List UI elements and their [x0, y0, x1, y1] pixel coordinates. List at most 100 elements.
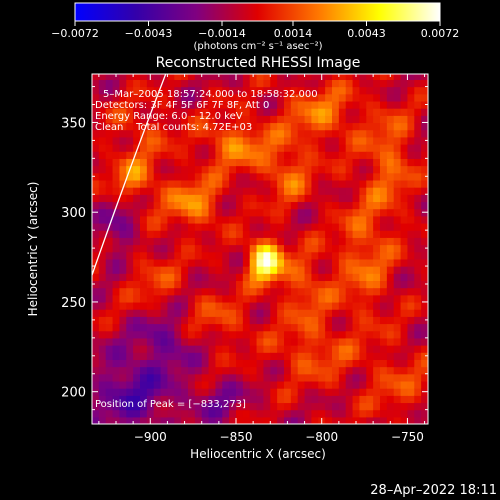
heatmap-cell [112, 323, 121, 332]
heatmap-cell [414, 179, 422, 188]
heatmap-cell [256, 345, 265, 353]
heatmap-cell [345, 416, 354, 424]
heatmap-cell [311, 337, 319, 346]
heatmap-cell [290, 79, 299, 88]
heatmap-cell [270, 136, 278, 145]
heatmap-cell [98, 352, 107, 360]
heatmap-cell [338, 151, 347, 159]
heatmap-cell [256, 194, 265, 203]
heatmap-cell [380, 172, 388, 181]
heatmap-cell [160, 330, 169, 339]
heatmap-cell [311, 144, 319, 152]
heatmap-cell [146, 151, 155, 159]
heatmap-cell [345, 301, 354, 310]
heatmap-cell [256, 93, 265, 102]
heatmap-cell [338, 388, 347, 396]
heatmap-cell [284, 108, 292, 116]
heatmap-cell [174, 316, 182, 325]
heatmap-cell [174, 337, 182, 346]
heatmap-cell [98, 266, 107, 274]
heatmap-cell [277, 93, 285, 102]
heatmap-cell [359, 115, 367, 124]
heatmap-cell [181, 309, 189, 317]
heatmap-cell [332, 158, 340, 167]
heatmap-cell [352, 144, 361, 152]
heatmap-cell [140, 172, 148, 181]
heatmap-cell [105, 158, 114, 167]
heatmap-cell [256, 74, 265, 80]
heatmap-cell [160, 108, 169, 116]
heatmap-cell [160, 86, 169, 95]
heatmap-cell [386, 323, 395, 332]
heatmap-cell [284, 388, 292, 396]
heatmap-cell [133, 208, 141, 217]
heatmap-cell [208, 172, 217, 181]
heatmap-cell [380, 337, 388, 346]
heatmap-cell [414, 108, 422, 116]
heatmap-cell [256, 287, 265, 296]
heatmap-cell [126, 373, 134, 382]
heatmap-cell [92, 287, 100, 296]
heatmap-cell [249, 380, 258, 389]
heatmap-cell [421, 316, 428, 325]
heatmap-cell [338, 115, 347, 124]
heatmap-cell [167, 316, 175, 325]
heatmap-cell [92, 115, 100, 124]
heatmap-cell [393, 115, 402, 124]
heatmap-cell [133, 395, 141, 404]
heatmap-cell [352, 258, 361, 267]
heatmap-cell [407, 237, 415, 246]
heatmap-cell [126, 74, 134, 80]
heatmap-cell [338, 395, 347, 404]
heatmap-cell [201, 86, 210, 95]
heatmap-cell [352, 330, 361, 339]
heatmap-cell [256, 301, 265, 310]
heatmap-cell [366, 165, 374, 174]
heatmap-cell [201, 388, 210, 396]
heatmap-cell [194, 86, 203, 95]
heatmap-cell [284, 251, 292, 260]
heatmap-cell [236, 380, 244, 389]
heatmap-cell [325, 194, 333, 203]
heatmap-cell [297, 172, 306, 181]
heatmap-cell [92, 151, 100, 159]
heatmap-cell [215, 395, 223, 404]
heatmap-cell [188, 409, 196, 418]
heatmap-cell [126, 194, 134, 203]
heatmap-cell [304, 244, 313, 253]
heatmap-cell [332, 416, 340, 424]
heatmap-cell [386, 129, 395, 138]
heatmap-cell [407, 309, 415, 317]
heatmap-cell [386, 337, 395, 346]
heatmap-cell [249, 345, 258, 353]
heatmap-cell [373, 208, 381, 217]
heatmap-cell [386, 115, 395, 124]
heatmap-cell [242, 409, 251, 418]
heatmap-cell [318, 388, 326, 396]
heatmap-cell [133, 86, 141, 95]
heatmap-cell [311, 222, 319, 231]
heatmap-cell [126, 158, 134, 167]
heatmap-cell [229, 251, 237, 260]
heatmap-cell [140, 187, 148, 195]
heatmap-cell [263, 129, 271, 138]
heatmap-cell [181, 301, 189, 310]
heatmap-cell [270, 93, 278, 102]
heatmap-cell [297, 79, 306, 88]
heatmap-cell [194, 115, 203, 124]
heatmap-cell [105, 151, 114, 159]
heatmap-cell [359, 201, 367, 210]
heatmap-cell [352, 187, 361, 195]
heatmap-cell [263, 287, 271, 296]
heatmap-cell [270, 395, 278, 404]
heatmap-cell [181, 93, 189, 102]
colorbar-strip [75, 3, 440, 21]
heatmap-cell [188, 194, 196, 203]
heatmap-cell [92, 294, 100, 303]
heatmap-cell [215, 323, 223, 332]
heatmap-cell [133, 244, 141, 253]
heatmap-cell [277, 136, 285, 145]
heatmap-cell [352, 301, 361, 310]
heatmap-cell [188, 273, 196, 282]
heatmap-cell [112, 151, 121, 159]
